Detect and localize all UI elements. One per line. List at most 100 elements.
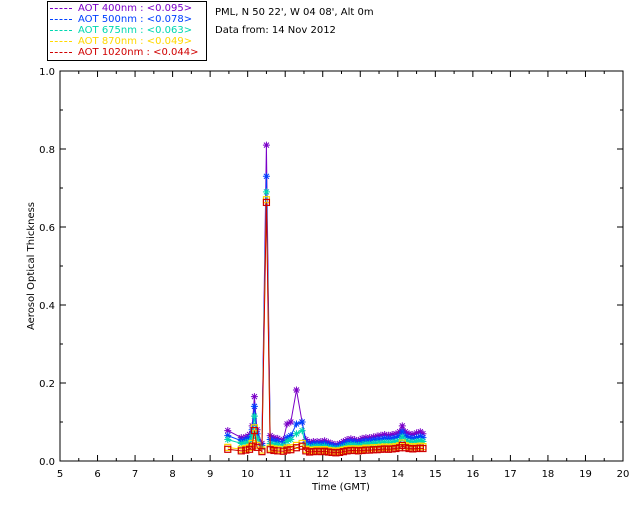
- y-tick-label-0.4: 0.4: [39, 301, 55, 312]
- data-point: [409, 438, 417, 446]
- data-point: [237, 447, 245, 455]
- data-point: [405, 438, 413, 445]
- legend-item-870nm: AOT 870nm : <0.049>: [50, 36, 192, 47]
- series-2: [224, 188, 427, 453]
- data-point: [266, 446, 274, 454]
- data-point: [250, 412, 258, 420]
- y-axis-label: Aerosol Optical Thickness: [26, 202, 37, 330]
- data-point: [270, 440, 278, 448]
- legend-line-400nm: [50, 7, 72, 9]
- x-tick-label-6: 6: [94, 469, 100, 480]
- data-point: [287, 432, 295, 440]
- data-point: [279, 441, 287, 449]
- data-date: Data from: 14 Nov 2012: [215, 25, 336, 36]
- data-point: [358, 441, 366, 449]
- x-tick-label-5: 5: [57, 469, 63, 480]
- legend-label-1020nm: AOT 1020nm : <0.044>: [78, 47, 199, 58]
- data-point: [377, 445, 385, 453]
- data-point: [398, 422, 406, 430]
- data-point: [250, 393, 258, 401]
- data-point: [351, 446, 359, 455]
- x-axis-label: Time (GMT): [311, 482, 370, 493]
- data-point: [292, 386, 300, 394]
- series-line-0: [227, 145, 424, 446]
- data-point: [292, 420, 300, 428]
- data-point: [362, 446, 370, 454]
- data-point: [384, 445, 393, 453]
- data-point: [248, 442, 256, 450]
- data-point: [384, 435, 392, 443]
- legend-label-400nm: AOT 400nm : <0.095>: [78, 3, 193, 14]
- data-point: [224, 445, 232, 453]
- plot-frame: [59, 70, 624, 462]
- x-tick-label-7: 7: [132, 469, 138, 480]
- data-point: [279, 447, 287, 455]
- data-point: [302, 447, 310, 455]
- data-point: [396, 432, 404, 440]
- data-point: [362, 440, 370, 448]
- data-point: [270, 446, 278, 455]
- data-point: [369, 436, 377, 444]
- data-point: [274, 441, 282, 449]
- data-point: [321, 447, 329, 455]
- data-point: [347, 446, 355, 455]
- data-point: [381, 434, 389, 442]
- data-point: [366, 446, 374, 454]
- legend-item-500nm: AOT 500nm : <0.078>: [50, 14, 192, 25]
- data-point: [381, 430, 389, 438]
- data-point: [253, 434, 261, 442]
- data-point: [373, 439, 381, 447]
- series-0: [224, 141, 427, 449]
- data-point: [354, 447, 362, 455]
- data-point: [298, 418, 306, 426]
- legend-item-1020nm: AOT 1020nm : <0.044>: [50, 47, 198, 58]
- y-tick-label-0.8: 0.8: [39, 145, 55, 156]
- data-point: [392, 430, 400, 438]
- data-point: [419, 438, 427, 445]
- data-point: [283, 446, 291, 454]
- data-point: [347, 441, 355, 449]
- data-point: [384, 439, 392, 447]
- x-tick-label-19: 19: [579, 469, 592, 480]
- data-point: [392, 434, 400, 442]
- data-point: [343, 447, 351, 455]
- data-point: [409, 445, 417, 453]
- legend-item-400nm: AOT 400nm : <0.095>: [50, 3, 192, 14]
- data-point: [377, 439, 385, 447]
- data-point: [388, 438, 396, 446]
- x-tick-label-16: 16: [466, 469, 479, 480]
- data-point: [248, 426, 256, 434]
- data-point: [242, 446, 250, 454]
- data-point: [405, 430, 413, 438]
- data-point: [287, 436, 295, 444]
- legend: AOT 400nm : <0.095> AOT 500nm : <0.078> …: [47, 1, 207, 61]
- data-point: [419, 444, 427, 453]
- data-point: [409, 434, 417, 442]
- data-point: [405, 434, 413, 442]
- data-point: [409, 430, 417, 438]
- data-point: [283, 438, 291, 445]
- data-point: [298, 427, 306, 435]
- data-point: [298, 442, 306, 450]
- data-point: [287, 418, 295, 426]
- data-point: [262, 188, 270, 196]
- data-point: [377, 431, 385, 439]
- data-point: [381, 445, 389, 453]
- data-point: [250, 426, 259, 435]
- data-point: [309, 448, 317, 456]
- data-point: [253, 443, 261, 451]
- data-point: [419, 434, 427, 442]
- data-point: [369, 439, 377, 447]
- x-tick-label-20: 20: [617, 469, 630, 480]
- series-1: [224, 172, 427, 451]
- data-point: [388, 434, 396, 442]
- legend-label-870nm: AOT 870nm : <0.049>: [78, 36, 193, 47]
- x-tick-label-17: 17: [504, 469, 517, 480]
- data-point: [302, 441, 310, 449]
- data-point: [401, 432, 409, 440]
- y-tick-label-0.6: 0.6: [39, 223, 55, 234]
- data-point: [262, 198, 271, 207]
- data-point: [248, 432, 256, 440]
- data-point: [392, 438, 400, 445]
- data-point: [270, 437, 278, 445]
